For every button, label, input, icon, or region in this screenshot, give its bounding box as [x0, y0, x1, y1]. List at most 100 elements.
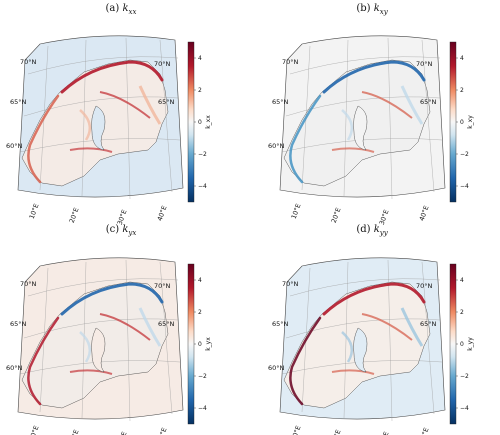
- lon-label: 10°E: [28, 425, 41, 435]
- colorbar-tick-label: 0: [198, 341, 202, 348]
- colorbar-label: k_yx: [205, 337, 212, 351]
- lat-label-right: 65°N: [420, 98, 437, 106]
- colorbar-tick-label: 2: [198, 309, 202, 316]
- lat-label-right: 70°N: [154, 60, 171, 68]
- inland-anomaly-2: [69, 147, 113, 153]
- lon-label: 30°E: [116, 431, 129, 435]
- inland-anomaly-1: [99, 313, 151, 341]
- panel-title-a: (a) kxx: [105, 3, 137, 16]
- gulf-of-bothnia: [91, 105, 106, 151]
- colorbar-tick-label: −4: [198, 405, 207, 412]
- lat-label-right: 65°N: [158, 98, 175, 106]
- longitude-line: [421, 261, 435, 415]
- latitude-line: [27, 56, 179, 75]
- inland-anomaly-4: [79, 109, 92, 141]
- lat-label-right: 70°N: [416, 60, 433, 68]
- panel-title-d: (d) kyy: [356, 224, 388, 237]
- map-panel-kyy: 70°N 70°N 65°N 65°N 60°N 10°E 20°E 30°E 40°E 4 2 0 −…: [268, 257, 474, 435]
- inland-anomaly-1: [99, 91, 151, 119]
- latitude-line: [23, 318, 179, 339]
- map-panel-kyx: 70°N 70°N 65°N 65°N 60°N 10°E 20°E 30°E 40°E 4 2 0 −…: [6, 257, 212, 435]
- gulf-of-bothnia: [353, 105, 368, 151]
- coastal-anomaly-north: [322, 60, 426, 94]
- inland-anomaly-3: [138, 85, 162, 125]
- lon-label: 40°E: [418, 427, 431, 435]
- lon-label: 10°E: [290, 203, 303, 220]
- colorbar-tick-label: −2: [198, 373, 207, 380]
- panel-title-c: (c) kyx: [105, 224, 137, 237]
- lon-label: 10°E: [290, 425, 303, 435]
- coastal-anomaly-north: [60, 282, 164, 316]
- colorbar-tick-label: 4: [198, 55, 202, 62]
- lat-label-right: 70°N: [154, 282, 171, 290]
- colorbar-tick-label: 0: [460, 341, 464, 348]
- inland-anomaly-2: [69, 369, 113, 375]
- longitude-line: [387, 259, 393, 422]
- graticule: [281, 259, 443, 422]
- colorbar: [449, 263, 457, 425]
- colorbar-tick-label: −2: [198, 151, 207, 158]
- colorbar-tick-label: −4: [460, 405, 469, 412]
- longitude-line: [159, 261, 173, 415]
- colorbar-tick-label: 4: [460, 55, 464, 62]
- lon-label: 20°E: [330, 429, 343, 435]
- coastal-anomaly-north: [322, 282, 426, 316]
- gulf-of-bothnia: [91, 327, 106, 373]
- inland-anomaly-3: [400, 307, 424, 347]
- colorbar-label: k_yy: [467, 337, 474, 351]
- lat-label-left: 70°N: [282, 280, 299, 288]
- inland-anomaly-3: [400, 85, 424, 125]
- colorbar: [187, 41, 195, 203]
- longitude-line: [387, 37, 393, 200]
- colorbar-tick-label: −2: [460, 151, 469, 158]
- panel-title-b: (b) kxy: [356, 3, 388, 16]
- gulf-of-bothnia: [353, 327, 368, 373]
- coastal-anomaly-west: [289, 94, 322, 184]
- coastal-anomaly-west: [27, 94, 60, 184]
- lat-label-left: 60°N: [6, 364, 23, 372]
- lon-label: 30°E: [378, 209, 391, 226]
- lon-label: 40°E: [418, 205, 431, 222]
- lat-label-left: 60°N: [268, 142, 285, 150]
- longitude-line: [421, 39, 435, 193]
- map-panel-kxx: 70°N 70°N 65°N 65°N 60°N 10°E 20°E 30°E 40°E 4 2 0 −…: [6, 35, 212, 226]
- longitude-line: [81, 261, 87, 419]
- colorbar-label: k_xx: [205, 115, 212, 129]
- map-panel-kxy: 70°N 70°N 65°N 65°N 60°N 10°E 20°E 30°E 40°E 4 2 0 −…: [268, 35, 474, 226]
- colorbar-tick-label: −4: [460, 183, 469, 190]
- coastal-anomaly-west: [289, 316, 322, 406]
- colorbar-tick-label: −4: [198, 183, 207, 190]
- lat-label-left: 65°N: [272, 98, 289, 106]
- lon-label: 40°E: [156, 205, 169, 222]
- lat-label-right: 65°N: [420, 320, 437, 328]
- lon-label: 20°E: [330, 207, 343, 224]
- colorbar-tick-label: 2: [460, 309, 464, 316]
- colorbar: [449, 41, 457, 203]
- lat-label-left: 65°N: [10, 320, 27, 328]
- lon-label: 30°E: [116, 209, 129, 226]
- longitude-line: [125, 259, 131, 422]
- lat-label-left: 70°N: [20, 58, 37, 66]
- lon-label: 20°E: [68, 207, 81, 224]
- colorbar: [187, 263, 195, 425]
- inland-anomaly-2: [331, 369, 375, 375]
- inland-anomaly-1: [361, 313, 413, 341]
- lat-label-left: 60°N: [6, 142, 23, 150]
- inland-anomaly-4: [341, 331, 354, 363]
- lon-label: 20°E: [68, 429, 81, 435]
- inland-anomaly-3: [138, 307, 162, 347]
- colorbar-tick-label: 2: [460, 87, 464, 94]
- inland-anomaly-2: [331, 147, 375, 153]
- latitude-line: [289, 278, 441, 297]
- lat-label-left: 65°N: [272, 320, 289, 328]
- inland-anomaly-4: [79, 331, 92, 363]
- lat-label-left: 60°N: [268, 364, 285, 372]
- inland-anomaly-4: [341, 109, 354, 141]
- lat-label-right: 70°N: [416, 282, 433, 290]
- longitude-line: [125, 37, 131, 200]
- latitude-line: [27, 278, 179, 297]
- latitude-line: [289, 56, 441, 75]
- colorbar-tick-label: 4: [198, 277, 202, 284]
- lat-label-left: 70°N: [282, 58, 299, 66]
- latitude-line: [23, 96, 179, 117]
